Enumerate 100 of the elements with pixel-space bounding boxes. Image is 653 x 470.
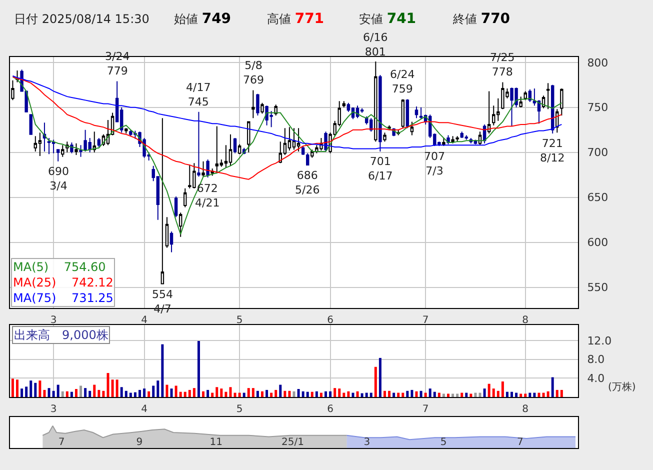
bar [74,389,78,397]
candlestick [197,111,200,178]
y-axis-title: (万株) [608,381,636,393]
bar [347,391,350,397]
x-tick-label: 6 [327,315,334,326]
candlestick [228,134,232,166]
bar [428,388,432,397]
bar [247,388,250,397]
annotation: 721 8/12 [540,137,565,164]
bar [138,390,141,397]
bar [229,387,232,397]
candlestick [34,136,38,152]
candlestick [414,106,418,119]
candlestick [97,137,101,148]
x-tick-label: 3 [50,404,57,415]
bar [161,344,164,397]
x-tick-label: 8 [522,315,529,326]
bar [447,394,450,397]
y-tick-label: 600 [587,236,608,250]
x-tick-label: 5 [440,437,447,448]
bar [306,392,309,397]
bar [415,391,418,397]
bar [370,392,372,397]
candlestick [274,104,278,116]
annotation: 6/16 801 [363,31,388,58]
text: MA(5) 754.60 [13,260,106,274]
bar [510,392,514,397]
candlestick [410,121,414,136]
bar [538,392,540,397]
y-tick-label: 12.0 [587,334,612,348]
candlestick [202,160,205,178]
candlestick [247,121,250,153]
candlestick [401,98,404,129]
bar [383,390,386,397]
text: 始値 749 [174,11,232,27]
candlestick [292,128,296,150]
bar [188,390,191,397]
bar [61,391,64,397]
bar [478,392,482,397]
candlestick [61,144,64,158]
y-tick-label: 700 [587,146,608,160]
bar [488,384,490,397]
bar [515,392,518,397]
candlestick [124,128,128,134]
candlestick [42,122,46,152]
annotation: 690 3/4 [48,165,69,192]
bar [465,392,468,397]
x-tick-label: 5 [236,404,243,415]
x-tick-label: 8 [522,404,529,415]
bar [224,392,228,397]
bar [546,391,550,397]
bar [392,392,396,397]
candlestick [170,231,174,253]
candlestick [446,134,450,145]
bar [356,391,359,397]
bar [302,391,304,397]
bar [452,394,454,397]
y-tick-label: 650 [587,191,608,204]
x-tick-label: 25/1 [282,437,304,448]
text: 安値 741 [359,11,416,27]
bar [192,388,196,397]
bar [360,393,364,397]
bar [170,388,173,397]
bar [238,392,241,397]
y-tick-label: 8.0 [587,353,605,366]
bar [492,388,495,397]
bar [329,391,332,397]
candlestick [519,96,522,108]
text: 終値 770 [452,11,510,27]
candlestick [310,149,314,158]
bar [483,388,486,397]
bar [88,390,92,397]
x-tick-label: 4 [141,315,148,326]
bar [34,382,37,397]
x-tick-label: 7 [517,437,524,448]
bar [501,381,504,397]
candlestick [174,196,178,218]
bar [129,392,132,397]
text: MA(75) 731.25 [13,291,114,306]
x-tick-label: 4 [141,404,148,415]
bar [402,392,404,397]
candlestick [238,144,242,155]
bar [48,388,50,397]
bar [56,384,60,397]
annotation: 6/24 759 [390,68,415,96]
x-tick-label: 7 [422,404,429,415]
candlestick [52,139,56,154]
bar [11,378,14,397]
text: MA(25) 742.12 [13,276,114,290]
y-tick-label: 550 [587,281,608,294]
candlestick [184,188,187,208]
bar [324,391,327,397]
y-tick-label: 800 [587,56,608,70]
bar [252,388,254,397]
x-tick-label: 3 [364,437,370,448]
candlestick [524,90,527,101]
candlestick [464,134,468,140]
bar [338,388,341,397]
bar [506,392,508,397]
candlestick [296,128,300,152]
